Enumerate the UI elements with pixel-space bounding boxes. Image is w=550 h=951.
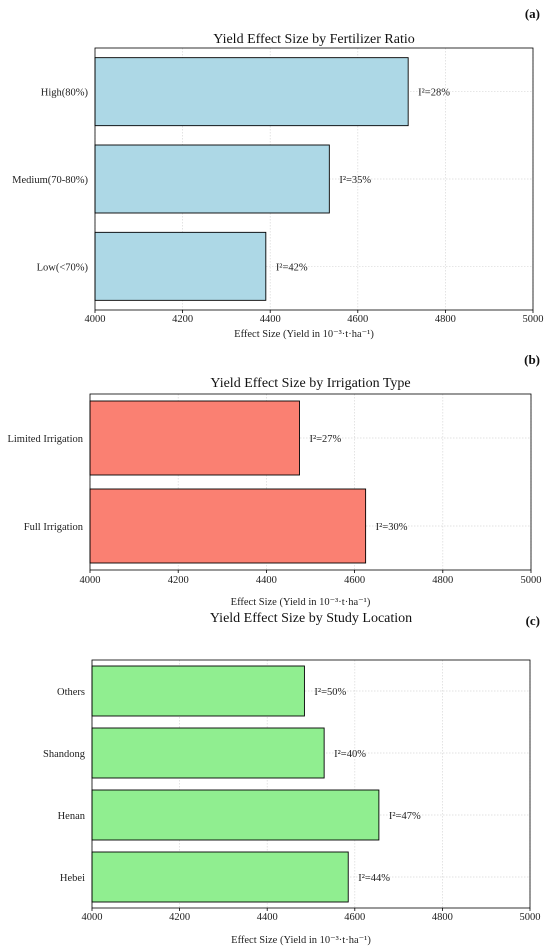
heterogeneity-annotation: I²=30%: [376, 522, 408, 533]
plot-frame: [94, 47, 534, 311]
bar: [94, 57, 409, 127]
x-tick-label: 4800: [432, 912, 453, 923]
x-axis-label: Effect Size (Yield in 10⁻³·t·ha⁻¹): [231, 935, 371, 946]
chart-panel-a: (a) Yield Effect Size by Fertilizer Ratio…: [12, 6, 543, 340]
bar: [94, 231, 267, 301]
heterogeneity-annotation: I²=28%: [418, 88, 450, 99]
x-tick-label: 4000: [85, 314, 106, 325]
chart-title: Yield Effect Size by Irrigation Type: [210, 376, 410, 391]
x-axis-label: Effect Size (Yield in 10⁻³·t·ha⁻¹): [234, 329, 374, 340]
x-tick-label: 5000: [520, 912, 541, 923]
bar: [91, 851, 349, 903]
x-tick-label: 4400: [257, 912, 278, 923]
category-label: Hebei: [60, 873, 85, 884]
x-tick-label: 4800: [435, 314, 456, 325]
chart-title: Yield Effect Size by Study Location: [210, 611, 412, 626]
x-tick-label: 4200: [169, 912, 190, 923]
heterogeneity-annotation: I²=47%: [389, 811, 421, 822]
x-axis-label: Effect Size (Yield in 10⁻³·t·ha⁻¹): [231, 597, 371, 608]
category-label: Low(<70%): [37, 262, 89, 273]
panel-label: (c): [526, 613, 540, 628]
heterogeneity-annotation: I²=44%: [358, 873, 390, 884]
x-tick-label: 4200: [168, 575, 189, 586]
category-label: Full Irrigation: [24, 522, 84, 533]
x-tick-label: 4400: [260, 314, 281, 325]
bar: [91, 665, 305, 717]
plot-frame: [89, 393, 532, 571]
heterogeneity-annotation: I²=50%: [314, 687, 346, 698]
category-label: Limited Irrigation: [7, 434, 83, 445]
bar: [91, 727, 325, 779]
x-tick-label: 5000: [523, 314, 544, 325]
panel-label: (a): [525, 6, 540, 21]
category-label: Henan: [58, 811, 86, 822]
x-tick-label: 4800: [432, 575, 453, 586]
x-tick-label: 4200: [172, 314, 193, 325]
bar: [91, 789, 380, 841]
heterogeneity-annotation: I²=35%: [339, 175, 371, 186]
bar: [89, 488, 367, 564]
heterogeneity-annotation: I²=42%: [276, 262, 308, 273]
plot-frame: [91, 659, 531, 909]
category-label: Others: [57, 687, 85, 698]
x-tick-label: 4600: [347, 314, 368, 325]
x-tick-label: 5000: [521, 575, 542, 586]
x-tick-label: 4000: [80, 575, 101, 586]
x-tick-label: 4600: [344, 912, 365, 923]
bar: [89, 400, 300, 476]
x-tick-label: 4000: [82, 912, 103, 923]
category-label: Shandong: [43, 749, 86, 760]
heterogeneity-annotation: I²=40%: [334, 749, 366, 760]
panel-label: (b): [524, 352, 540, 367]
chart-panel-b: (b) Yield Effect Size by Irrigation Type L…: [7, 352, 541, 608]
x-tick-label: 4600: [344, 575, 365, 586]
x-tick-label: 4400: [256, 575, 277, 586]
heterogeneity-annotation: I²=27%: [309, 434, 341, 445]
chart-panel-c: (c) Yield Effect Size by Study Location Ot…: [43, 611, 541, 946]
category-label: High(80%): [41, 88, 89, 99]
category-label: Medium(70-80%): [12, 175, 88, 186]
chart-title: Yield Effect Size by Fertilizer Ratio: [213, 32, 415, 47]
bar: [94, 144, 330, 214]
